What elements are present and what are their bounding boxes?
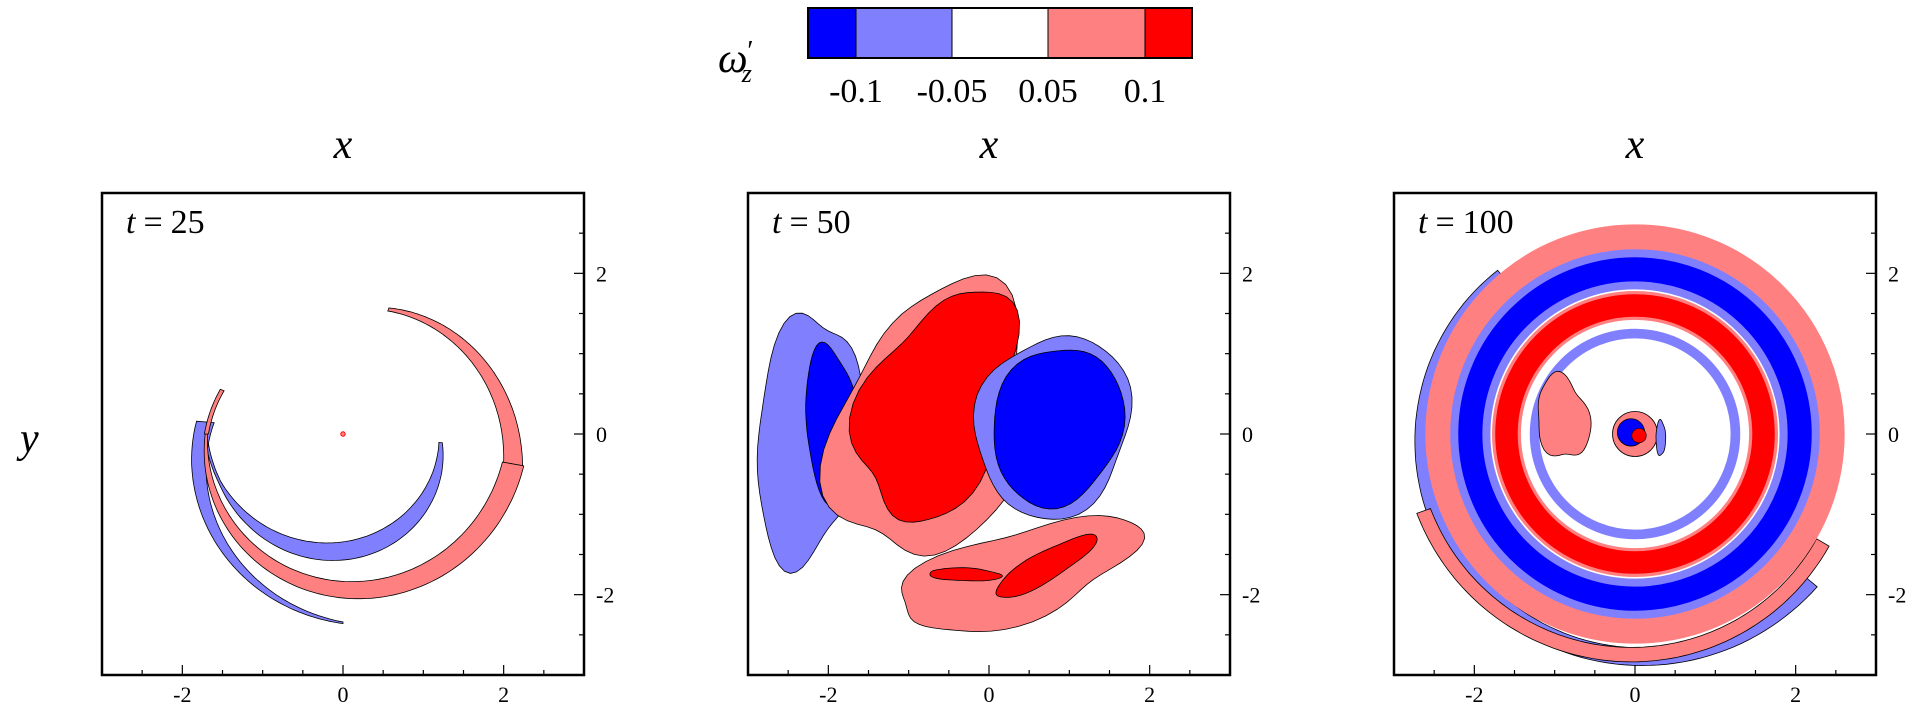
colorbar-swatches [807, 7, 1193, 59]
colorbar-swatch [951, 7, 1049, 59]
contours [1414, 224, 1845, 667]
colorbar-tick-label: 0.1 [1124, 73, 1167, 110]
contour-dipole-side [1655, 418, 1667, 457]
contour-inner-positive-blob [1537, 370, 1592, 457]
contour-dipole-positive [1631, 428, 1647, 444]
y-tick-label: 0 [1888, 422, 1899, 447]
colorbar-swatch [1047, 7, 1146, 59]
y-tick-label: 2 [1242, 261, 1253, 286]
panel-1: -2 0 2 2 0 -2 x t = 50 [746, 122, 1260, 707]
contour-ring-negative-core [1458, 257, 1812, 611]
y-axis-label: y [16, 416, 39, 462]
y-tick-label: 0 [1242, 422, 1253, 447]
contours [756, 274, 1146, 633]
x-tick-label: 2 [498, 682, 509, 707]
colorbar-tick-label: 0.05 [1018, 73, 1078, 110]
y-tick-label: -2 [1242, 583, 1260, 608]
contours [191, 307, 525, 625]
y-tick-label: 2 [596, 261, 607, 286]
x-tick-label: 0 [1630, 682, 1641, 707]
axis-ticks: -2 0 2 2 0 -2 [1393, 192, 1906, 707]
x-tick-label: -2 [1465, 682, 1483, 707]
x-tick-label: 0 [984, 682, 995, 707]
contour-ring-inner-negative [1529, 328, 1741, 540]
contour-right-strong-negative [993, 349, 1126, 510]
x-axis-label: x [333, 122, 353, 168]
contour-center-strong-positive [848, 291, 1020, 523]
colorbar: ω′ z -0.1 -0.05 0.05 0.1 [718, 7, 1193, 110]
panel-label: t = 100 [1418, 204, 1514, 241]
x-axis-label: x [1625, 122, 1645, 168]
x-axis-label: x [979, 122, 999, 168]
contour-bottom-strong-positive-2 [929, 567, 1003, 582]
colorbar-swatch [1144, 7, 1193, 59]
colorbar-symbol: ω′ z [718, 36, 753, 88]
x-tick-label: -2 [819, 682, 837, 707]
y-tick-label: -2 [1888, 583, 1906, 608]
x-tick-label: -2 [173, 682, 191, 707]
panel-label: t = 25 [126, 204, 205, 241]
contour-center-dot [340, 431, 346, 437]
y-tick-label: 0 [596, 422, 607, 447]
y-tick-label: 2 [1888, 261, 1899, 286]
x-tick-label: 2 [1144, 682, 1155, 707]
contour-ring-positive-core [1495, 294, 1775, 574]
colorbar-tick-label: -0.05 [917, 73, 988, 110]
contour-positive-arm-tip [203, 388, 225, 435]
colorbar-labels: -0.1 -0.05 0.05 0.1 [829, 73, 1166, 110]
panel-label: t = 50 [772, 204, 851, 241]
axis-ticks: -2 0 2 2 0 -2 [101, 192, 614, 707]
contour-outer-positive-spiral [1416, 507, 1830, 663]
x-tick-label: 0 [338, 682, 349, 707]
colorbar-swatch [855, 7, 953, 59]
panels: -2 0 2 2 0 -2 x t = 25 -2 0 2 2 0 -2 x t = 50 -2 0 2 2 0 -2 x t = 100 [100, 122, 1906, 707]
contour-ring-positive-outer [1425, 224, 1845, 644]
axis-ticks: -2 0 2 2 0 -2 [747, 192, 1260, 707]
colorbar-swatch [807, 7, 857, 59]
panel-0: -2 0 2 2 0 -2 x t = 25 [100, 122, 614, 707]
panel-2: -2 0 2 2 0 -2 x t = 100 [1392, 122, 1906, 707]
x-tick-label: 2 [1790, 682, 1801, 707]
contour-bottom-strong-positive [995, 533, 1098, 598]
y-tick-label: -2 [596, 583, 614, 608]
colorbar-frame [807, 7, 1193, 59]
colorbar-tick-label: -0.1 [829, 73, 883, 110]
